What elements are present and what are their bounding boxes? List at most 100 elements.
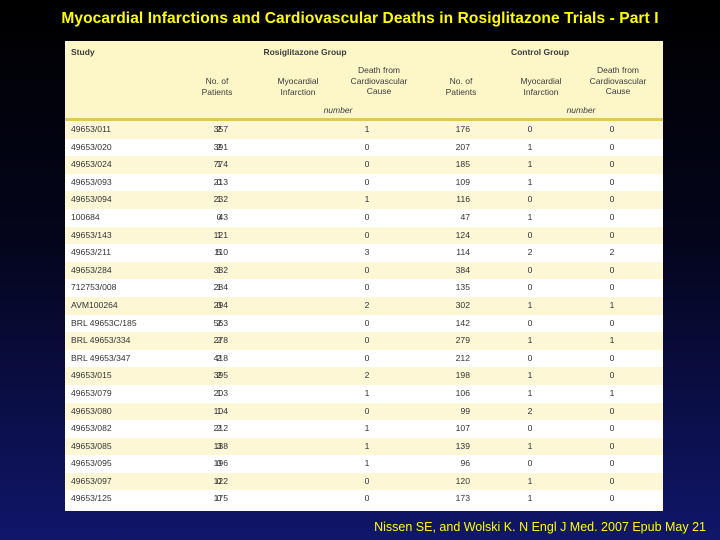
rosi-unit-label: number bbox=[323, 105, 353, 115]
control-death-cell: 1 bbox=[609, 299, 615, 310]
rosi-mi-cell: 2 bbox=[216, 335, 222, 346]
control-death-cell: 0 bbox=[609, 229, 615, 240]
study-cell: 49653/085 bbox=[71, 440, 112, 451]
rosi-mi-cell: 3 bbox=[216, 440, 222, 451]
control-patients-cell: 384 bbox=[455, 264, 470, 275]
rosi-mi-cell: 1 bbox=[216, 405, 222, 416]
table-row: AVM100264 294 0 2 302 1 1 bbox=[65, 296, 663, 315]
rosi-mi-cell: 2 bbox=[216, 352, 222, 363]
study-cell: 49653/211 bbox=[71, 247, 111, 258]
rosi-death-cell: 0 bbox=[364, 335, 370, 346]
control-patients-cell: 106 bbox=[455, 387, 470, 398]
rosi-mi-cell: 0 bbox=[216, 211, 222, 222]
control-mi-header: Myocardial Infarction bbox=[520, 76, 562, 97]
rosi-mi-cell: 1 bbox=[216, 229, 222, 240]
table-row: 49653/095 196 0 1 96 0 0 bbox=[65, 455, 663, 473]
rosi-death-cell: 1 bbox=[364, 194, 370, 205]
study-cell: 100684 bbox=[71, 211, 100, 222]
study-cell: BRL 49653/334 bbox=[71, 335, 131, 346]
rosi-death-cell: 0 bbox=[364, 405, 370, 416]
rosi-death-cell: 1 bbox=[364, 458, 370, 469]
control-patients-cell: 107 bbox=[455, 423, 470, 434]
table-row: 49653/125 175 0 0 173 1 0 bbox=[65, 490, 663, 508]
table-row: 712753/008 284 1 0 135 0 0 bbox=[65, 279, 663, 297]
control-mi-cell: 0 bbox=[527, 124, 533, 134]
rosi-patients-cell: 294 bbox=[213, 299, 228, 310]
rosi-patients-cell: 121 bbox=[213, 229, 228, 240]
control-death-cell: 0 bbox=[609, 264, 615, 275]
control-patients-cell: 185 bbox=[455, 159, 470, 170]
rosi-mi-cell: 0 bbox=[216, 176, 222, 187]
control-patients-cell: 139 bbox=[455, 440, 470, 451]
study-cell: 49653/143 bbox=[71, 229, 112, 240]
rosi-patients-cell: 212 bbox=[213, 423, 228, 434]
control-mi-cell: 1 bbox=[527, 141, 533, 152]
control-death-cell: 0 bbox=[609, 282, 615, 293]
rosi-mi-cell: 0 bbox=[216, 458, 222, 469]
control-unit-label: number bbox=[566, 105, 596, 115]
rosi-patients-cell: 138 bbox=[213, 440, 228, 451]
study-cell: 49653/011 bbox=[71, 124, 111, 134]
control-mi-cell: 1 bbox=[527, 211, 533, 222]
study-cell: 49653/079 bbox=[71, 387, 112, 398]
rosi-death-cell: 0 bbox=[364, 159, 370, 170]
control-patients-cell: 279 bbox=[455, 335, 470, 346]
control-mi-cell: 2 bbox=[527, 405, 533, 416]
table-row: 49653/097 122 0 0 120 1 0 bbox=[65, 472, 663, 491]
control-patients-cell: 207 bbox=[455, 141, 470, 152]
rosi-death-cell: 1 bbox=[364, 387, 370, 398]
rosi-mi-cell: 0 bbox=[216, 493, 222, 504]
control-death-cell: 0 bbox=[609, 423, 615, 434]
table-row: 49653/020 391 2 0 207 1 0 bbox=[65, 139, 663, 157]
control-group-header: Control Group bbox=[510, 47, 570, 57]
rosi-death-cell: 0 bbox=[364, 475, 370, 486]
control-mi-cell: 1 bbox=[527, 176, 533, 187]
study-cell: 49653/094 bbox=[71, 194, 112, 205]
rosi-death-cell: 0 bbox=[364, 141, 370, 152]
trials-table: Study Rosiglitazone Group Control Group … bbox=[65, 41, 663, 511]
rosi-patients-cell: 278 bbox=[213, 335, 228, 346]
rosi-death-cell: 2 bbox=[364, 370, 370, 381]
control-mi-cell: 1 bbox=[527, 159, 533, 170]
rosi-death-header: Death from Cardiovascular Cause bbox=[350, 65, 408, 96]
control-patients-cell: 124 bbox=[455, 229, 470, 240]
rosi-mi-cell: 2 bbox=[216, 124, 222, 134]
control-mi-cell: 0 bbox=[527, 229, 533, 240]
control-mi-cell: 1 bbox=[527, 440, 533, 451]
citation: Nissen SE, and Wolski K. N Engl J Med. 2… bbox=[374, 520, 706, 534]
rosi-mi-cell: 2 bbox=[216, 141, 222, 152]
rosi-mi-cell: 1 bbox=[216, 282, 222, 293]
slide-title: Myocardial Infarctions and Cardiovascula… bbox=[61, 10, 659, 27]
control-mi-cell: 0 bbox=[527, 194, 533, 205]
study-cell: 49653/080 bbox=[71, 405, 112, 416]
rosi-patients-cell: 382 bbox=[213, 264, 228, 275]
table-row: 49653/211 110 5 3 114 2 2 bbox=[65, 244, 663, 262]
control-mi-cell: 1 bbox=[527, 335, 533, 346]
table-row: 49653/011 357 2 1 176 0 0 bbox=[65, 121, 663, 139]
study-cell: 49653/284 bbox=[71, 264, 112, 275]
rosi-death-cell: 0 bbox=[364, 264, 370, 275]
rosi-mi-cell: 2 bbox=[216, 370, 222, 381]
control-patients-cell: 135 bbox=[455, 282, 470, 293]
control-death-cell: 0 bbox=[609, 317, 615, 328]
control-mi-cell: 0 bbox=[527, 352, 533, 363]
rosi-mi-cell: 0 bbox=[216, 475, 222, 486]
table-row: 49653/085 138 3 1 139 1 0 bbox=[65, 437, 663, 456]
rosi-patients-cell: 563 bbox=[213, 317, 228, 328]
rosi-patients-cell: 213 bbox=[213, 176, 228, 187]
rosi-mi-cell: 0 bbox=[216, 299, 222, 310]
rosi-mi-header: Myocardial Infarction bbox=[277, 76, 319, 97]
study-cell: 49653/125 bbox=[71, 493, 112, 504]
control-patients-cell: 212 bbox=[455, 352, 470, 363]
control-mi-cell: 1 bbox=[527, 475, 533, 486]
rosi-death-cell: 3 bbox=[364, 247, 370, 258]
control-patients-cell: 142 bbox=[455, 317, 470, 328]
rosi-patients-cell: 175 bbox=[213, 493, 228, 504]
control-patients-cell: 176 bbox=[455, 124, 470, 134]
table-row: 100684 43 0 0 47 1 0 bbox=[65, 209, 663, 227]
study-column-header: Study bbox=[71, 47, 95, 57]
table-row: 49653/284 382 1 0 384 0 0 bbox=[65, 261, 663, 280]
control-death-cell: 0 bbox=[609, 211, 615, 222]
table-row: 49653/082 212 2 1 107 0 0 bbox=[65, 420, 663, 438]
study-cell: BRL 49653/347 bbox=[71, 352, 131, 363]
